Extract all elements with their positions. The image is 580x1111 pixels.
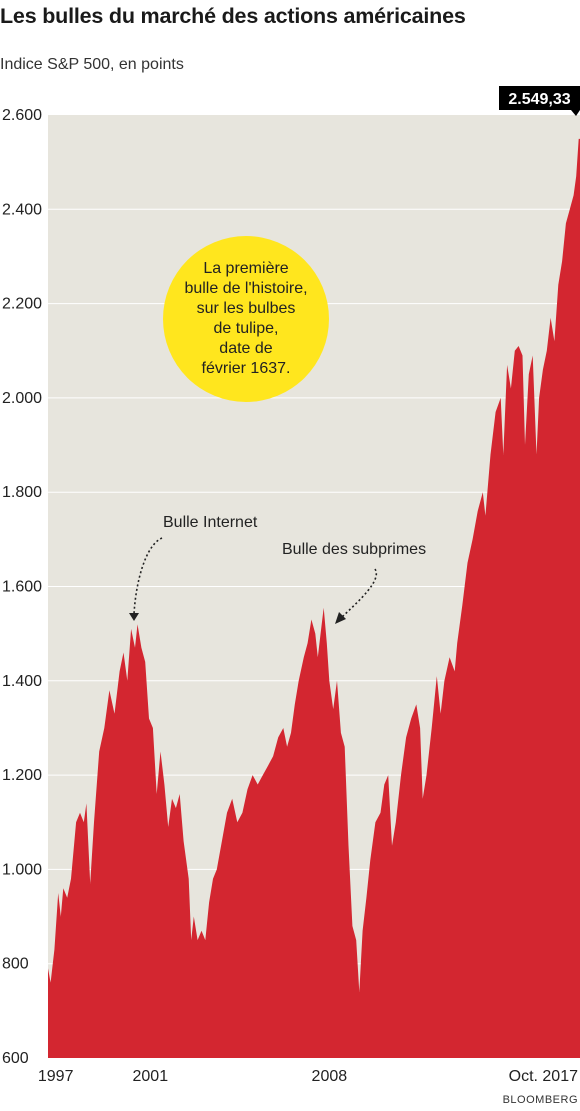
y-tick-label: 2.000 xyxy=(2,390,42,407)
source-label: BLOOMBERG xyxy=(502,1094,578,1106)
callout-circle xyxy=(163,236,329,402)
x-axis: 1997 2001 2008 Oct. 2017 xyxy=(38,1068,578,1085)
y-tick-label: 2.600 xyxy=(2,107,42,124)
y-axis: 600 800 1.000 1.200 1.400 1.600 1.800 2.000 2.20… xyxy=(2,107,42,1067)
y-tick-label: 800 xyxy=(2,956,29,973)
callout-line: bulle de l'histoire, xyxy=(184,280,307,297)
callout-line: date de xyxy=(219,340,272,357)
y-tick-label: 1.200 xyxy=(2,767,42,784)
x-tick-label: 2008 xyxy=(312,1068,348,1085)
y-tick-label: 600 xyxy=(2,1050,29,1067)
annotation-arrow-line xyxy=(133,537,163,615)
annotation-arrow-line xyxy=(341,568,378,618)
annotation-label: Bulle des subprimes xyxy=(282,541,426,558)
y-tick-label: 1.800 xyxy=(2,484,42,501)
annotation-arrow-head xyxy=(335,612,346,624)
callout-line: La première xyxy=(203,260,288,277)
annotation-arrow-head xyxy=(129,613,139,621)
y-tick-label: 1.000 xyxy=(2,861,42,878)
x-tick-label: 1997 xyxy=(38,1068,74,1085)
series-area xyxy=(48,138,580,1058)
chart-title: Les bulles du marché des actions américa… xyxy=(0,4,466,28)
y-tick-label: 2.200 xyxy=(2,296,42,313)
callout-line: de tulipe, xyxy=(214,320,279,337)
y-tick-label: 1.600 xyxy=(2,579,42,596)
last-value-label: 2.549,33 xyxy=(508,91,570,108)
last-value-pointer xyxy=(571,110,580,116)
annotation-internet: Bulle Internet xyxy=(129,514,258,621)
x-tick-label: 2001 xyxy=(133,1068,169,1085)
annotation-subprimes: Bulle des subprimes xyxy=(282,541,426,624)
annotation-label: Bulle Internet xyxy=(163,514,258,531)
callout-line: sur les bulbes xyxy=(197,300,296,317)
last-value-badge: 2.549,33 xyxy=(499,86,580,116)
callout-bubble: La première bulle de l'histoire, sur les… xyxy=(163,236,329,402)
y-tick-label: 2.400 xyxy=(2,201,42,218)
chart-subtitle: Indice S&P 500, en points xyxy=(0,56,184,73)
x-tick-label: Oct. 2017 xyxy=(509,1068,578,1085)
y-tick-label: 1.400 xyxy=(2,673,42,690)
callout-line: février 1637. xyxy=(202,360,291,377)
last-value-box xyxy=(499,86,580,110)
